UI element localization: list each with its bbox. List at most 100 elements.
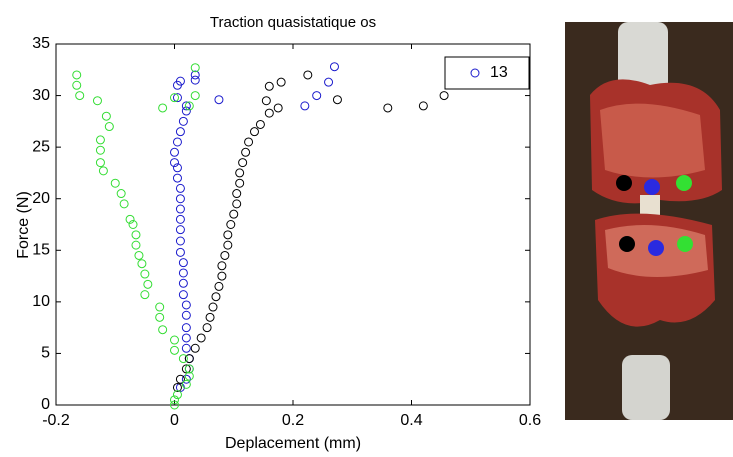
scatter-point xyxy=(116,189,126,199)
scatter-point xyxy=(312,91,322,101)
scatter-point xyxy=(134,250,144,260)
y-tick-label: 0 xyxy=(41,396,50,413)
scatter-point xyxy=(300,101,310,111)
scatter-point xyxy=(196,333,206,343)
y-tick-label: 25 xyxy=(32,138,50,155)
y-tick-label: 35 xyxy=(32,35,50,52)
scatter-point xyxy=(181,101,191,111)
legend-label: 13 xyxy=(490,64,508,81)
scatter-point xyxy=(383,103,393,113)
scatter-point xyxy=(104,122,114,132)
scatter-point xyxy=(235,178,245,188)
scatter-point xyxy=(175,236,185,246)
scatter-point xyxy=(190,75,200,85)
scatter-point xyxy=(175,214,185,224)
scatter-point xyxy=(217,271,227,281)
scatter-point xyxy=(418,101,428,111)
scatter-point xyxy=(128,220,138,229)
x-tick-label: 0.4 xyxy=(400,412,422,429)
scatter-point xyxy=(170,147,179,157)
scatter-point xyxy=(170,158,179,168)
scatter-point xyxy=(184,354,194,364)
scatter-point xyxy=(226,220,236,229)
scatter-point xyxy=(178,278,188,288)
scatter-point xyxy=(170,400,179,410)
scatter-point xyxy=(175,183,185,193)
scatter-point xyxy=(72,80,82,90)
scatter-point xyxy=(232,199,242,209)
scatter-point xyxy=(170,93,179,103)
scatter-point xyxy=(184,364,194,374)
scatter-point xyxy=(155,312,165,322)
scatter-point xyxy=(208,302,218,312)
scatter-point xyxy=(95,145,105,155)
scatter-point xyxy=(181,300,191,310)
scatter-point xyxy=(329,62,339,72)
scatter-point xyxy=(158,103,168,113)
scatter-point xyxy=(178,290,188,300)
scatter-point xyxy=(175,247,185,257)
plot-frame xyxy=(55,43,531,406)
scatter-point xyxy=(276,77,286,87)
scatter-point xyxy=(181,106,191,116)
scatter-point xyxy=(232,189,242,199)
scatter-point xyxy=(143,279,153,289)
scatter-point xyxy=(175,76,185,86)
scatter-point xyxy=(261,96,271,106)
chart-title: Traction quasistatique os xyxy=(210,14,376,31)
scatter-point xyxy=(181,310,191,320)
specimen-photo xyxy=(565,22,733,420)
y-tick-label: 10 xyxy=(32,293,50,310)
scatter-point xyxy=(235,168,245,178)
scatter-point xyxy=(202,323,212,333)
y-tick-label: 30 xyxy=(32,87,50,104)
scatter-point xyxy=(190,343,200,353)
scatter-point xyxy=(170,345,179,355)
scatter-point xyxy=(220,250,230,260)
scatter-point xyxy=(273,103,283,113)
x-tick-label: 0.6 xyxy=(519,412,541,429)
scatter-point xyxy=(172,93,182,103)
scatter-point xyxy=(92,96,102,106)
scatter-point xyxy=(175,374,185,384)
scatter-point xyxy=(255,119,265,129)
scatter-point xyxy=(211,292,221,302)
scatter-point xyxy=(214,95,224,105)
scatter-point xyxy=(181,374,191,384)
scatter-point xyxy=(223,230,233,240)
scatter-point xyxy=(172,382,182,392)
scatter-point xyxy=(178,268,188,278)
y-tick-label: 15 xyxy=(32,242,50,259)
scatter-point xyxy=(172,163,182,173)
scatter-point xyxy=(178,354,188,364)
scatter-point xyxy=(190,91,200,101)
scatter-point xyxy=(190,70,200,80)
scatter-point xyxy=(190,63,200,73)
scatter-point xyxy=(439,91,449,101)
scatter-point xyxy=(181,323,191,333)
scatter-point xyxy=(175,225,185,235)
scatter-point xyxy=(170,335,179,345)
scatter-point xyxy=(184,101,194,111)
scatter-point xyxy=(205,312,215,322)
scatter-point xyxy=(140,290,150,300)
scatter-point xyxy=(241,147,251,157)
scatter-point xyxy=(264,81,274,91)
scatter-point xyxy=(72,70,82,80)
scatter-point xyxy=(175,204,185,214)
scatter-point xyxy=(178,258,188,268)
x-axis-label: Deplacement (mm) xyxy=(225,435,361,452)
scatter-point xyxy=(170,395,179,405)
scatter-point xyxy=(324,77,334,87)
scatter-point xyxy=(217,261,227,271)
scatter-point xyxy=(155,302,165,312)
y-tick-label: 5 xyxy=(41,345,50,362)
scatter-point xyxy=(214,281,224,291)
scatter-point xyxy=(110,178,120,188)
scatter-point xyxy=(238,158,248,168)
legend-box xyxy=(444,56,530,90)
x-tick-label: -0.2 xyxy=(42,412,70,429)
scatter-point xyxy=(95,158,105,168)
y-tick-label: 20 xyxy=(32,190,50,207)
